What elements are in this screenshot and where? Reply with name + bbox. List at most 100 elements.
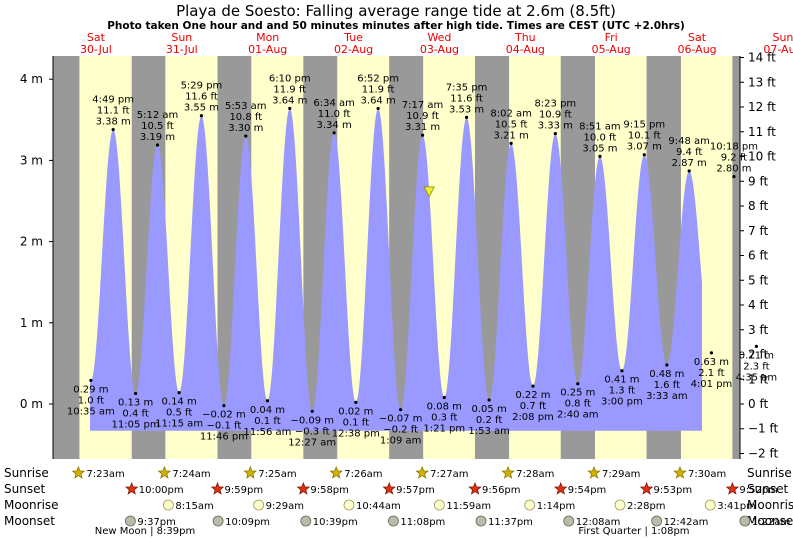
sunrise-icon bbox=[157, 465, 172, 479]
moonset-icon bbox=[563, 515, 575, 527]
sunrise-time: 7:29am bbox=[602, 469, 640, 480]
now-marker-triangle bbox=[423, 186, 435, 198]
low-tide-point bbox=[620, 369, 624, 373]
low-tide-time: 4:01 pm bbox=[691, 379, 733, 390]
moonrise-time: 2:28pm bbox=[627, 501, 666, 512]
high-tide-point bbox=[244, 134, 248, 138]
moonrise-icon bbox=[614, 499, 626, 511]
moonset-time: 12:42am bbox=[664, 517, 709, 528]
high-tide-feet: 10.5 ft bbox=[495, 119, 528, 130]
sunrise-time: 7:28am bbox=[516, 469, 554, 480]
moonset-icon bbox=[651, 515, 663, 527]
sunrise-icon bbox=[243, 465, 258, 479]
high-tide-meters: 3.07 m bbox=[627, 142, 662, 153]
day-name-label: Mon bbox=[256, 31, 279, 44]
moonset-icon bbox=[387, 515, 399, 527]
high-tide-time: 6:10 pm bbox=[269, 73, 311, 84]
right-axis-feet: −2 ft −1 ft 0 ft 1 ft 2 ft 3 ft 4 ft 5 ft 6 ft 7 … bbox=[739, 51, 779, 460]
high-tide-point bbox=[687, 169, 691, 173]
moonrise-icon bbox=[704, 499, 716, 511]
moonset-time: 11:08pm bbox=[400, 517, 445, 528]
right-tick-label: 7 ft bbox=[748, 224, 768, 238]
low-tide-time: 11:56 am bbox=[244, 427, 292, 438]
high-tide-meters: 3.30 m bbox=[228, 123, 263, 134]
low-tide-point bbox=[531, 384, 535, 388]
low-tide-point bbox=[442, 395, 446, 400]
sunset-time: 9:52pm bbox=[739, 485, 778, 496]
sunrise-time: 7:24am bbox=[172, 469, 210, 480]
day-date-label: 04-Aug bbox=[506, 43, 545, 56]
moonrise-time: 8:15am bbox=[175, 501, 213, 512]
day-name-label: Wed bbox=[427, 31, 451, 44]
sunset-icon bbox=[296, 481, 311, 495]
high-tide-meters: 2.80 m bbox=[716, 164, 751, 175]
high-tide-meters: 3.05 m bbox=[582, 143, 617, 154]
high-tide-time: 7:35 pm bbox=[446, 82, 488, 93]
high-tide-point bbox=[332, 131, 336, 135]
high-tide-point bbox=[509, 141, 513, 145]
low-tide-feet: −0.3 ft bbox=[295, 426, 330, 437]
astro-row-label-left: Sunrise bbox=[4, 466, 49, 480]
low-tide-point bbox=[222, 404, 226, 408]
sunrise-icon bbox=[71, 465, 86, 479]
high-tide-meters: 3.64 m bbox=[361, 95, 396, 106]
low-tide-meters: 0.05 m bbox=[472, 404, 507, 415]
sunrise-time: 7:23am bbox=[86, 469, 124, 480]
high-tide-time: 5:12 am bbox=[137, 110, 179, 121]
sunrise-icon bbox=[329, 465, 343, 479]
low-tide-time: 1:09 am bbox=[380, 436, 422, 447]
low-tide-point bbox=[354, 400, 358, 404]
day-name-label: Sun bbox=[171, 31, 192, 44]
right-tick-label: 4 ft bbox=[748, 298, 768, 312]
high-tide-point bbox=[376, 106, 380, 111]
left-tick-label: 3 m bbox=[20, 153, 43, 167]
high-tide-point bbox=[642, 153, 646, 157]
low-tide-time: 12:27 am bbox=[288, 437, 336, 448]
high-tide-feet: 10.1 ft bbox=[628, 131, 661, 142]
moonrise-icon bbox=[433, 499, 445, 511]
day-date-label: 31-Jul bbox=[166, 43, 198, 56]
low-tide-meters: 0.22 m bbox=[515, 390, 550, 401]
high-tide-point bbox=[199, 114, 204, 118]
moonrise-icon bbox=[253, 499, 265, 511]
low-tide-point bbox=[754, 344, 758, 348]
moonrise-time: 9:29am bbox=[266, 501, 304, 512]
moonset-time: 10:39pm bbox=[313, 517, 358, 528]
astro-row-label-right: Sunset bbox=[747, 482, 788, 496]
moonset-time: 11:37pm bbox=[488, 517, 533, 528]
low-tide-feet: 0.8 ft bbox=[565, 399, 591, 410]
high-tide-feet: 11.9 ft bbox=[273, 84, 306, 95]
sunset-time: 9:58pm bbox=[310, 485, 349, 496]
low-tide-time: 11:46 pm bbox=[200, 432, 248, 443]
low-tide-feet: 1.3 ft bbox=[609, 386, 635, 397]
low-tide-meters: −0.07 m bbox=[379, 414, 423, 425]
low-tide-point bbox=[576, 382, 580, 386]
right-tick-label: 1 ft bbox=[748, 372, 768, 386]
day-name-label: Thu bbox=[514, 31, 536, 44]
high-tide-feet: 11.9 ft bbox=[362, 84, 395, 95]
right-tick-label: 6 ft bbox=[748, 249, 768, 263]
sunset-time: 9:56pm bbox=[482, 485, 521, 496]
day-date-label: 02-Aug bbox=[334, 43, 373, 56]
chart-subtitle: Photo taken One hour and and 50 minutes … bbox=[107, 20, 685, 32]
high-tide-meters: 3.19 m bbox=[140, 132, 175, 143]
high-tide-meters: 3.38 m bbox=[96, 117, 131, 128]
moonrise-time: 11:59am bbox=[446, 501, 491, 512]
high-tide-meters: 3.33 m bbox=[538, 121, 573, 132]
left-tick-label: 2 m bbox=[20, 235, 43, 249]
high-tide-point bbox=[111, 127, 115, 132]
low-tide-meters: −0.09 m bbox=[290, 415, 334, 426]
low-tide-feet: 0.5 ft bbox=[166, 408, 192, 419]
day-labels: Sat30-JulSun31-JulMon01-AugTue02-AugWed0… bbox=[80, 31, 793, 56]
moonrise-time: 3:41pm bbox=[717, 501, 756, 512]
low-tide-feet: 0.1 ft bbox=[343, 417, 369, 428]
right-tick-label: −1 ft bbox=[748, 422, 779, 436]
sunrise-time: 7:25am bbox=[258, 469, 296, 480]
low-tide-point bbox=[265, 399, 270, 403]
high-tide-feet: 9.2 ft bbox=[721, 153, 747, 164]
chart-title: Playa de Soesto: Falling average range t… bbox=[176, 2, 616, 20]
low-tide-meters: 0.48 m bbox=[649, 369, 684, 380]
day-date-label: 07-Aug bbox=[763, 43, 793, 56]
right-tick-label: 9 ft bbox=[748, 174, 768, 188]
